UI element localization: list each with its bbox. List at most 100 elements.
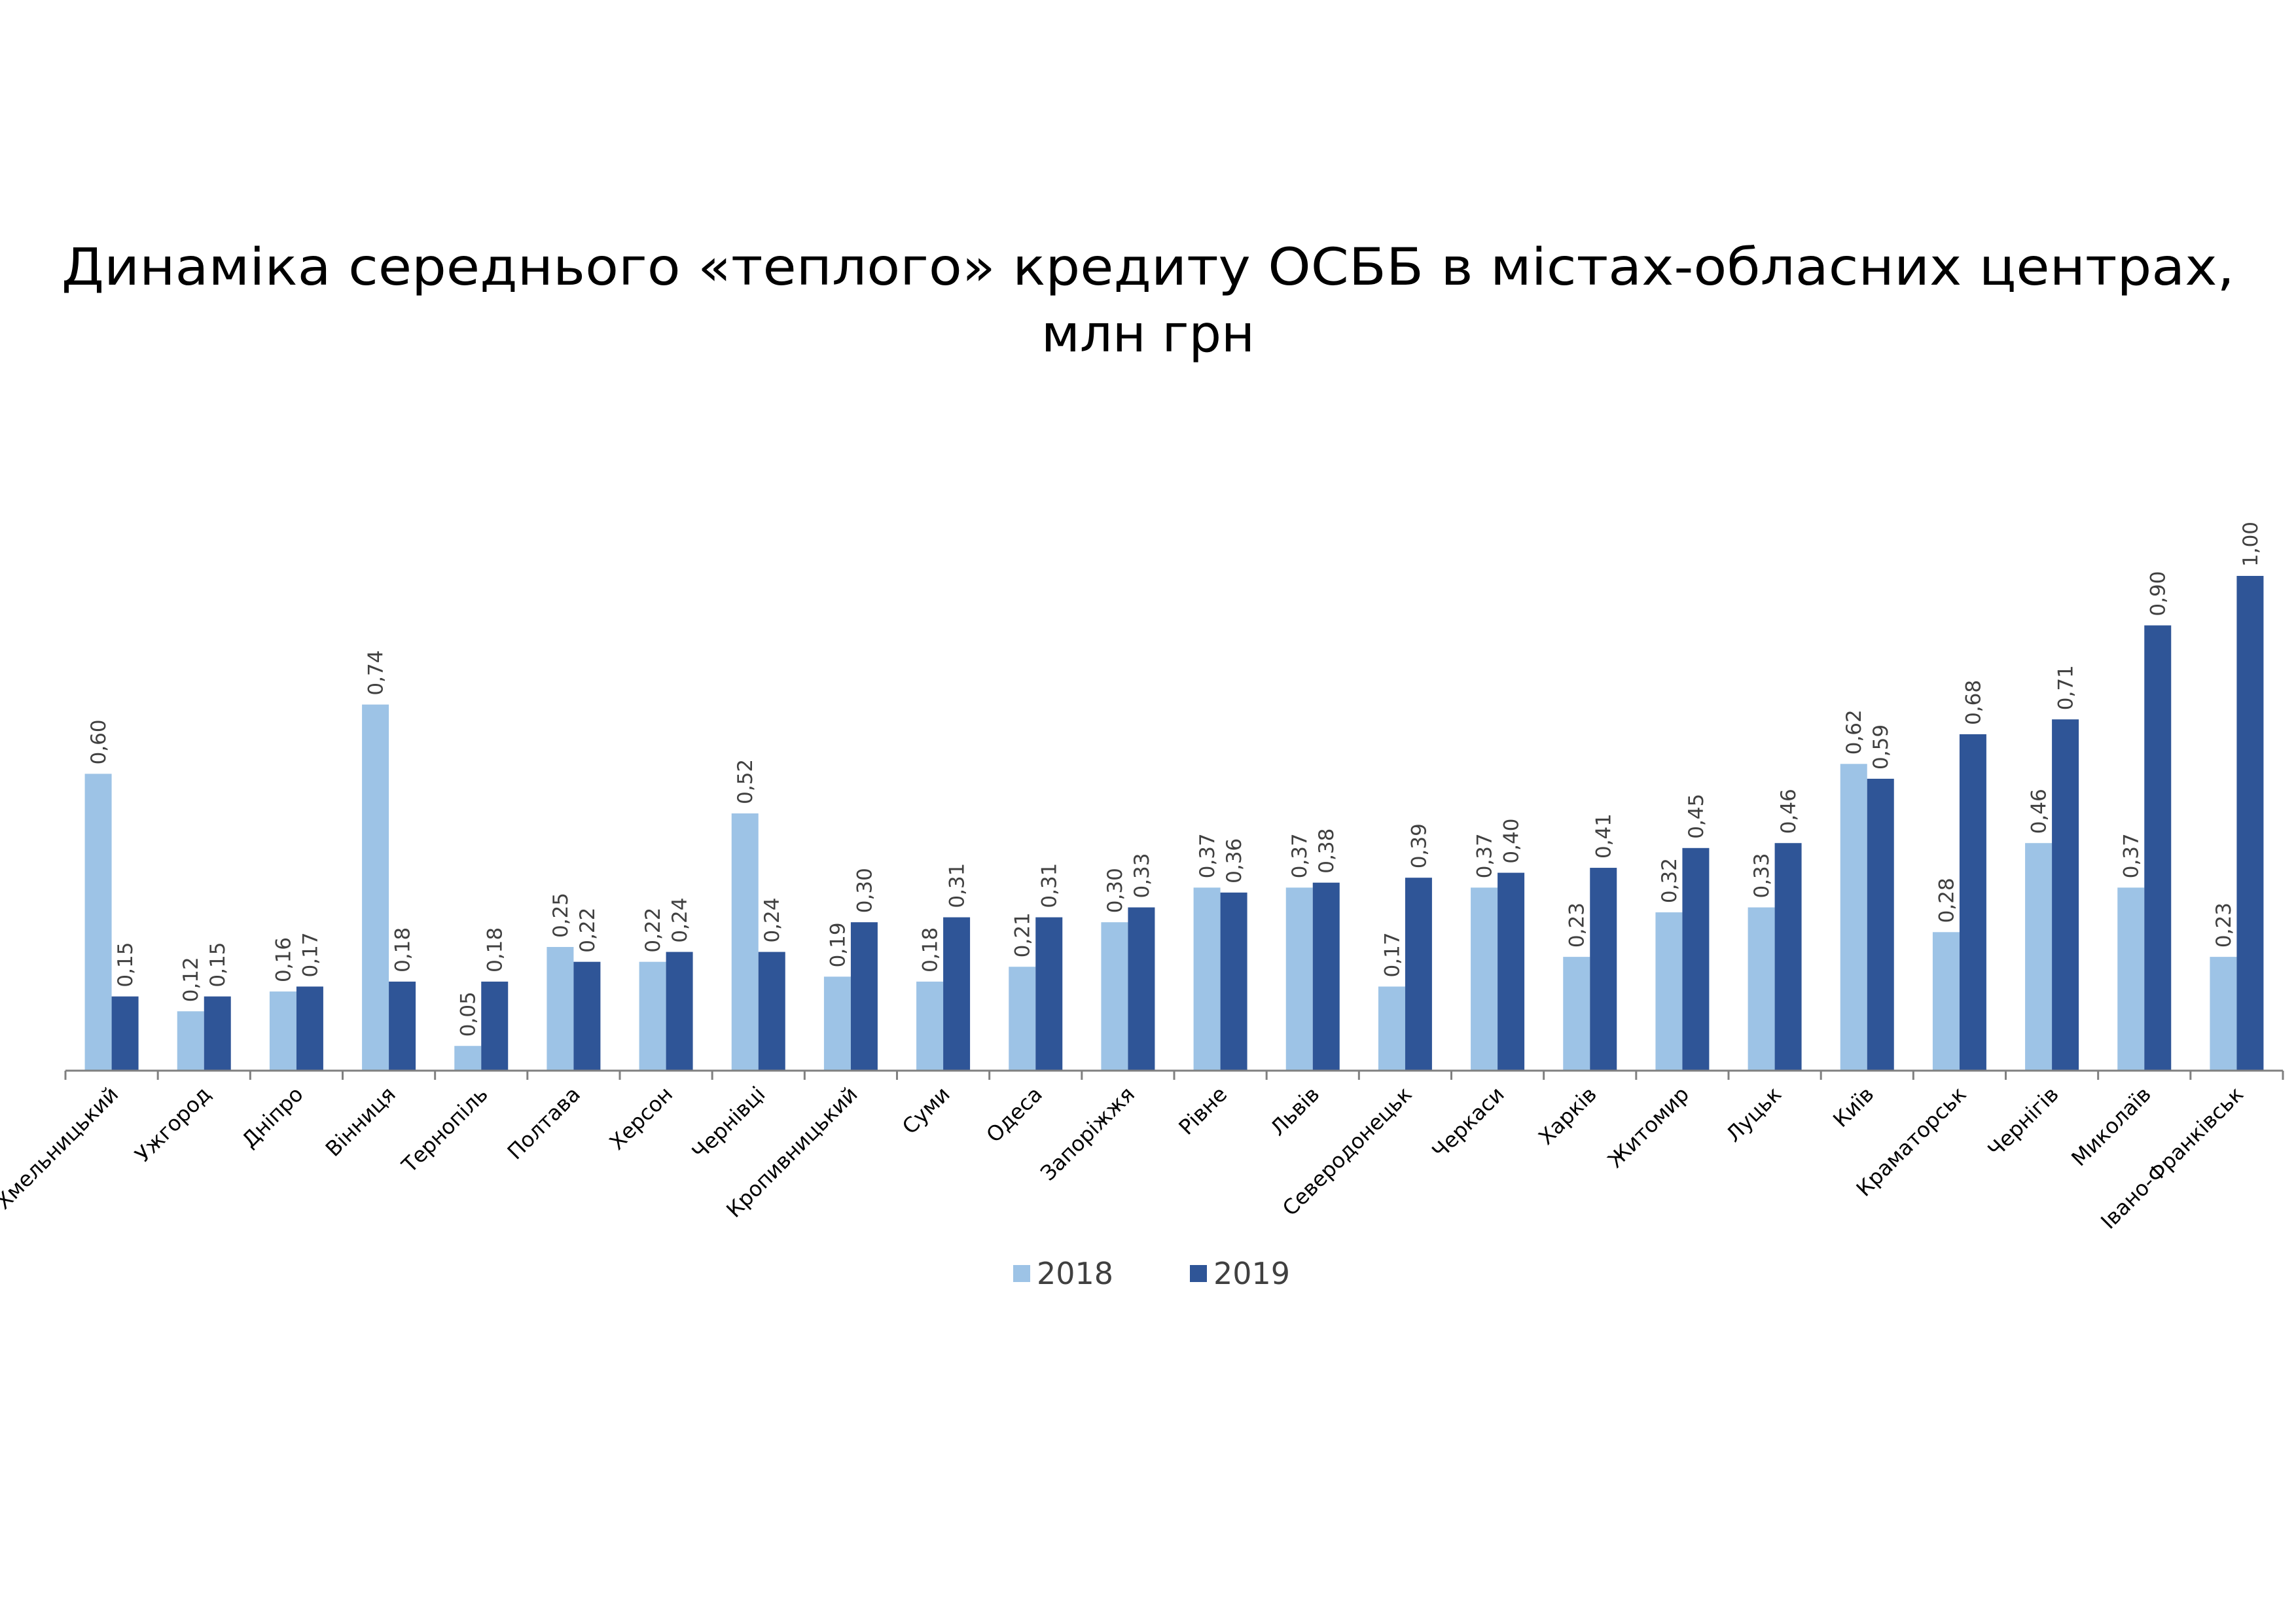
value-label-series-2018: 0,37 [2120,833,2144,878]
value-label-series-2018: 0,37 [1473,833,1497,878]
value-label-series-2019: 0,33 [1130,853,1154,898]
bar-series-2019 [2052,719,2079,1071]
bar-series-2018 [1285,887,1313,1071]
bars-layer [84,576,2264,1071]
bar-series-2019 [1220,892,1247,1071]
value-label-series-2018: 0,25 [549,893,573,938]
bar-series-2018 [1840,764,1867,1071]
value-label-series-2018: 0,22 [641,908,665,953]
value-labels-layer: 0,600,15 0,12 0,15 0,16 0,170,740,180,050,18… [87,522,2263,1037]
bar-series-2019 [1498,872,1525,1071]
legend-label: 2018 [1037,1256,1113,1291]
bar-series-2019 [1128,907,1155,1071]
bar-series-2019 [204,996,231,1071]
value-label-series-2018: 0,37 [1196,833,1219,878]
bar-series-2019 [758,952,785,1071]
value-label-series-2018: 0,62 [1842,709,1866,755]
bar-series-2019 [2236,576,2264,1071]
chart-title-line-1: Динаміка середнього «теплого» кредиту ОС… [62,238,2234,297]
bar-series-2019 [943,917,971,1071]
bar-series-2019 [666,952,693,1071]
value-label-series-2019: 0,46 [1777,789,1801,834]
bar-series-2019 [1682,847,1710,1071]
bar-series-2018 [1193,887,1221,1071]
value-label-series-2019: 0,15 [206,942,230,988]
bar-series-2019 [1405,878,1432,1071]
value-label-series-2018: 0,23 [1566,902,1589,948]
bar-series-2018 [269,991,296,1071]
value-label-series-2019: 0,31 [1038,863,1062,908]
bar-series-2019 [389,981,416,1071]
value-label-series-2018: 0,28 [1935,878,1958,923]
bar-series-2018 [362,704,389,1071]
value-label-series-2019: 0,22 [576,908,600,953]
bar-series-2018 [1932,932,1960,1071]
bar-series-2018 [2025,843,2053,1071]
bar-series-2019 [1867,778,1894,1071]
bar-series-2018 [84,774,112,1071]
bar-series-2019 [850,922,878,1071]
bar-series-2018 [823,976,851,1071]
bar-series-2019 [573,961,601,1071]
value-label-series-2019: 0,24 [668,898,692,943]
value-label-series-2019: 0,15 [114,942,137,988]
value-label-series-2018: 0,19 [826,922,850,967]
value-label-series-2019: 1,00 [2239,522,2263,567]
bar-series-2018 [177,1011,204,1071]
value-label-series-2019: 0,68 [1962,680,1985,725]
value-label-series-2018: 0,32 [1658,858,1681,903]
value-label-series-2018: 0,18 [919,927,942,972]
bar-series-2018 [2117,887,2145,1071]
bar-series-2018 [639,961,666,1071]
bar-series-2019 [296,986,323,1071]
value-label-series-2019: 0,30 [853,868,876,913]
bar-series-2018 [454,1046,482,1071]
legend-swatch [1190,1265,1207,1282]
value-label-series-2019: 0,36 [1223,838,1246,883]
value-label-series-2018: 0,12 [179,957,203,1002]
value-label-series-2018: 0,23 [2212,902,2236,948]
value-label-series-2018: 0,05 [457,991,480,1037]
legend: 2018 2019 [1013,1256,1290,1291]
bar-series-2018 [1748,907,1775,1071]
value-label-series-2018: 0,33 [1750,853,1774,898]
value-label-series-2019: 0,90 [2147,571,2170,616]
x-axis-ticks [64,1071,2284,1080]
bar-series-2019 [2144,625,2172,1071]
value-label-series-2019: 0,17 [298,932,322,977]
value-label-series-2019: 0,59 [1869,724,1893,770]
bar-series-2019 [1590,868,1617,1071]
value-label-series-2018: 0,60 [87,719,111,764]
value-label-series-2019: 0,40 [1500,819,1524,864]
bar-series-2019 [1035,917,1063,1071]
bar-series-2018 [916,981,944,1071]
value-label-series-2019: 0,24 [761,898,784,943]
value-label-series-2019: 0,38 [1315,829,1338,874]
bar-series-2018 [1009,967,1036,1071]
bar-series-2018 [547,947,574,1071]
bar-series-2018 [1101,922,1128,1071]
bar-series-2018 [1471,887,1498,1071]
value-label-series-2019: 0,45 [1685,794,1708,839]
bar-series-2019 [481,981,509,1071]
value-label-series-2019: 0,18 [391,927,415,972]
value-label-series-2018: 0,46 [2028,789,2051,834]
value-label-series-2019: 0,18 [484,927,507,972]
value-label-series-2018: 0,17 [1380,932,1404,977]
bar-series-2018 [1655,912,1683,1071]
bar-series-2018 [1378,986,1405,1071]
value-label-series-2018: 0,30 [1103,868,1127,913]
bar-series-2018 [2210,957,2237,1071]
legend-swatch [1013,1265,1030,1282]
bar-series-2019 [1959,734,1986,1071]
value-label-series-2019: 0,41 [1592,813,1616,859]
value-label-series-2019: 0,71 [2054,665,2078,710]
value-label-series-2018: 0,52 [734,759,757,804]
bar-series-2019 [1312,882,1340,1071]
bar-series-2018 [731,813,759,1071]
value-label-series-2019: 0,39 [1407,823,1431,868]
legend-label: 2019 [1213,1256,1290,1291]
value-label-series-2019: 0,31 [946,863,969,908]
bar-series-2018 [1563,957,1590,1071]
